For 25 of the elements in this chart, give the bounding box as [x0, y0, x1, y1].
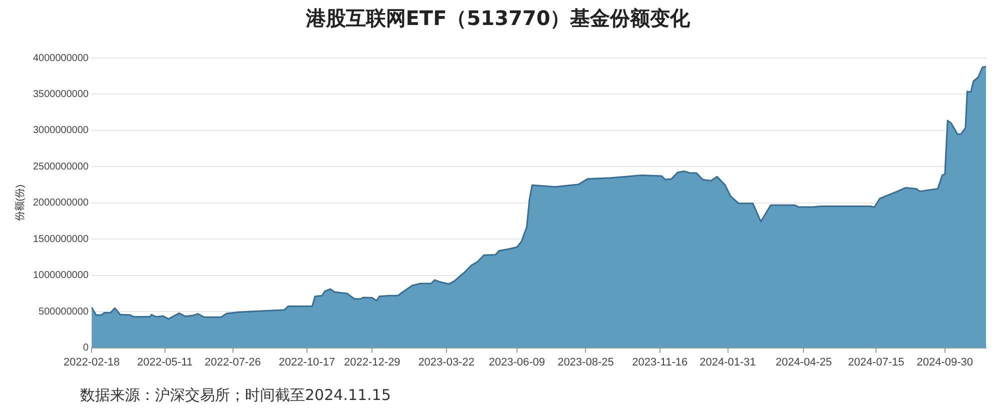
x-tick-label: 2024-09-30	[916, 356, 974, 368]
x-tick-label: 2022-05-11	[137, 356, 193, 368]
x-tick-label: 2024-07-15	[848, 356, 904, 368]
y-tick-label: 3500000000	[32, 88, 90, 100]
y-tick-label: 0	[83, 342, 90, 354]
y-tick-label: 4000000000	[32, 52, 90, 64]
x-tick-label: 2024-01-31	[700, 356, 756, 368]
y-tick-label: 2000000000	[32, 198, 90, 209]
x-tick-label: 2022-07-26	[204, 356, 261, 368]
x-tick-label: 2023-06-09	[488, 356, 546, 368]
y-tick-label: 1000000000	[32, 270, 90, 282]
y-tick-label: 1500000000	[32, 234, 90, 245]
x-tick-label: 2022-02-18	[63, 356, 120, 368]
x-tick-label: 2023-08-25	[558, 356, 614, 368]
x-tick-label: 2022-12-29	[344, 356, 400, 368]
source-note: 数据来源：沪深交易所；时间截至2024.11.15	[80, 386, 391, 405]
y-tick-label: 500000000	[38, 306, 90, 318]
x-tick-label: 2022-10-17	[278, 356, 336, 368]
x-tick-label: 2023-03-22	[418, 356, 474, 368]
x-tick-label: 2024-04-25	[776, 356, 832, 368]
y-axis-title: 份额(份)	[14, 184, 26, 222]
y-tick-label: 3000000000	[32, 125, 90, 136]
chart-title: 港股互联网ETF（513770）基金份额变化	[304, 6, 692, 30]
x-tick-label: 2023-11-16	[632, 356, 688, 368]
y-tick-label: 2500000000	[32, 161, 90, 172]
